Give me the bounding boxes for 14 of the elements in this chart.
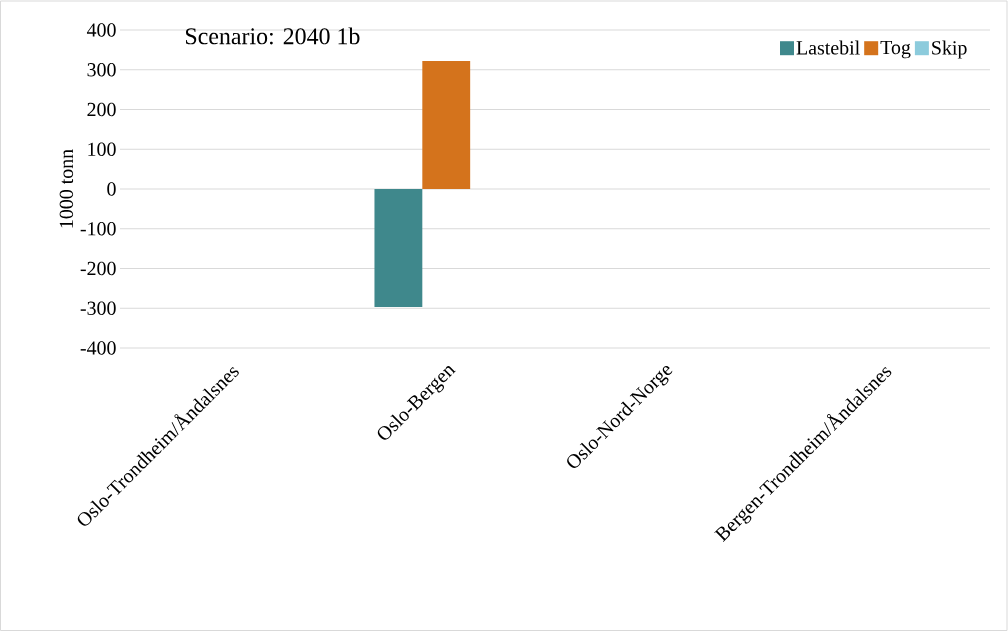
y-tick-label: 200: [87, 102, 116, 117]
y-tick-label: -300: [80, 301, 116, 315]
y-tick-label: 100: [88, 142, 116, 156]
y-tick-label: 400: [86, 23, 116, 37]
y-tick-label: -200: [80, 261, 116, 276]
legend-label: Skip: [932, 40, 967, 59]
chart-title: Scenario: 2040 1b: [186, 27, 360, 45]
y-axis-title: 1000 tonn: [59, 149, 74, 228]
y-tick-label: -400: [80, 341, 116, 355]
legend-label: Lastebil: [796, 40, 860, 55]
legend-label: Tog: [880, 40, 911, 59]
y-tick-label: 0: [107, 182, 116, 196]
y-tick-label: 300: [87, 63, 116, 77]
y-tick-label: -100: [80, 222, 116, 236]
